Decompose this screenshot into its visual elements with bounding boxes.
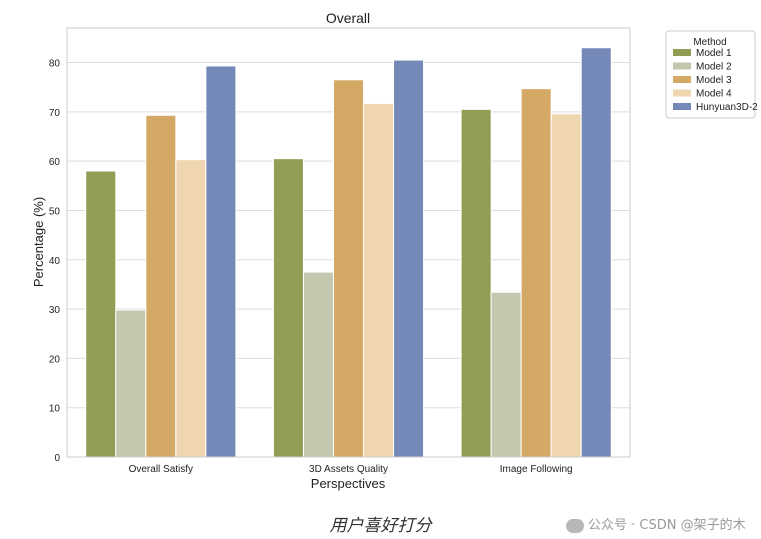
x-tick-label: 3D Assets Quality (309, 464, 388, 475)
legend: Method Model 1 Model 2 Model 3 Model 4 Hunyu… (665, 30, 758, 119)
bars (85, 47, 612, 458)
bar-model-4-2 (550, 113, 582, 458)
y-tick-label: 20 (49, 354, 61, 365)
y-tick-label: 10 (49, 404, 61, 415)
legend-title: Method (693, 37, 726, 48)
legend-swatch (673, 89, 691, 97)
y-tick-label: 40 (49, 256, 61, 267)
watermark-text: 公众号 · CSDN @架子的木 (588, 518, 746, 533)
plot-frame (66, 27, 631, 458)
bar-model-3-2 (520, 88, 552, 458)
watermark: 公众号 · CSDN @架子的木 (566, 514, 746, 533)
legend-label: Model 4 (696, 89, 732, 100)
bar-hunyuan3d-2-2 (580, 47, 612, 458)
legend-label: Model 1 (696, 48, 732, 59)
x-axis-ticks: Overall Satisfy 3D Assets Quality Image Fo… (129, 464, 573, 475)
bar-model-3-0 (145, 114, 177, 458)
x-tick-label: Overall Satisfy (129, 464, 193, 475)
chart-title: Overall (326, 10, 370, 26)
bar-model-2-1 (302, 271, 334, 458)
legend-swatch (673, 49, 691, 56)
legend-label: Model 3 (696, 75, 732, 86)
bar-hunyuan3d-2-0 (205, 65, 237, 458)
bar-model-1-2 (460, 108, 492, 458)
legend-label: Model 2 (696, 62, 732, 73)
y-axis-label: Percentage (%) (31, 197, 46, 287)
y-axis-ticks: 0 10 20 30 40 50 60 70 80 (49, 59, 61, 464)
y-tick-label: 60 (49, 157, 61, 168)
legend-swatch (673, 76, 691, 83)
bar-model-2-0 (115, 309, 147, 458)
y-tick-label: 30 (49, 305, 61, 316)
bar-hunyuan3d-2-1 (393, 59, 425, 458)
x-axis-label: Perspectives (311, 476, 386, 491)
bar-chart: 0 10 20 30 40 50 60 70 80 Overall Satisfy 3D Asse… (31, 10, 758, 491)
y-tick-label: 0 (54, 453, 60, 464)
y-tick-label: 80 (49, 59, 61, 70)
bar-model-2-2 (490, 291, 522, 458)
bar-model-1-1 (272, 158, 304, 458)
legend-swatch (673, 103, 691, 110)
y-tick-label: 50 (49, 206, 61, 217)
bar-model-4-1 (363, 102, 395, 458)
legend-label: Hunyuan3D-2 (696, 102, 758, 113)
bar-model-3-1 (332, 79, 365, 458)
y-tick-label: 70 (49, 108, 61, 119)
bar-model-1-0 (85, 170, 117, 458)
x-tick-label: Image Following (500, 464, 573, 475)
wechat-icon (566, 518, 584, 533)
bar-model-4-0 (175, 159, 207, 458)
legend-items: Model 1 Model 2 Model 3 Model 4 Hunyuan3D-2 (673, 48, 758, 113)
chart-caption: 用户喜好打分 (329, 516, 432, 536)
legend-swatch (673, 62, 691, 70)
